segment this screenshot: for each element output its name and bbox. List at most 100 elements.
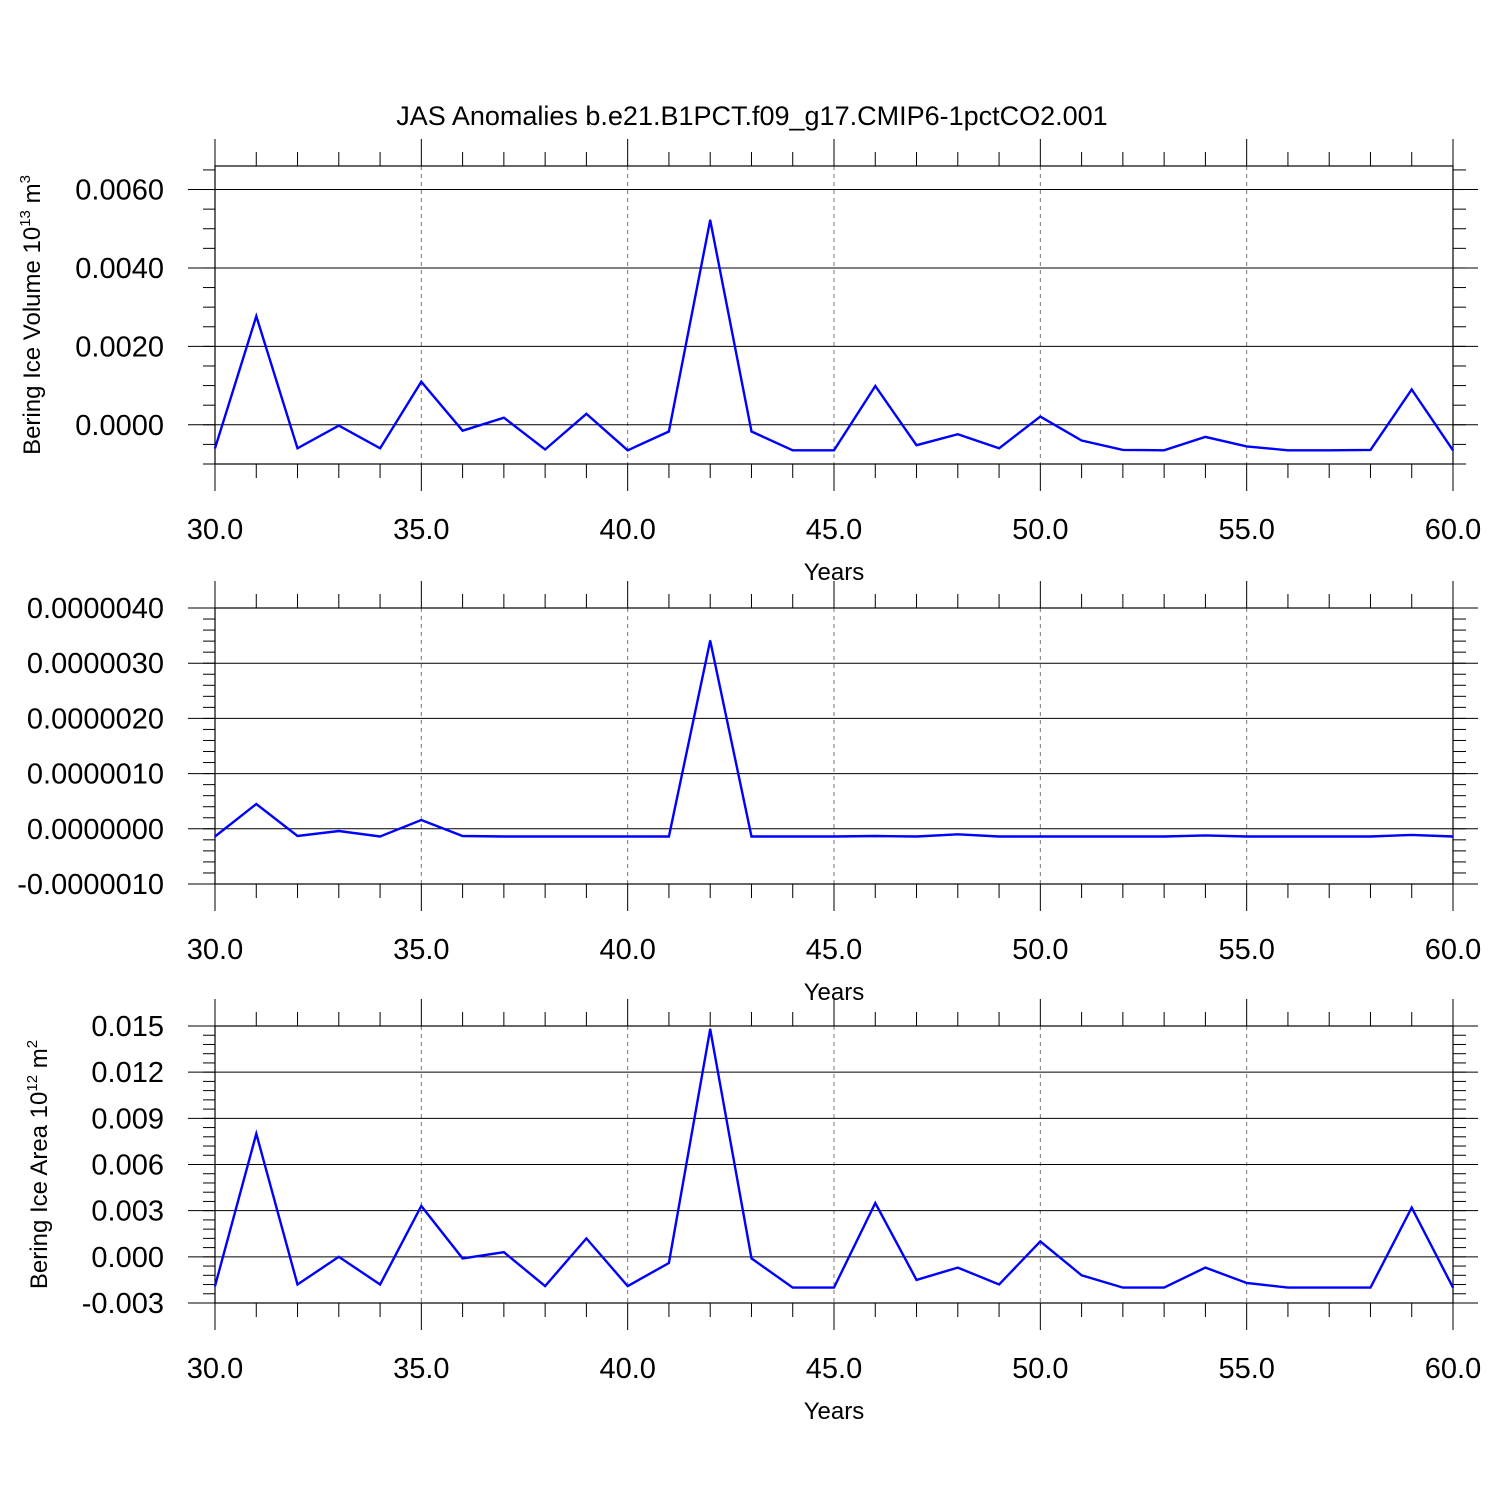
data-point — [1410, 1206, 1413, 1209]
y-axis-label: Bering Ice Volume 1013 m3 — [17, 175, 46, 455]
y-axis-label-unit: m — [26, 1048, 53, 1075]
data-point — [1122, 1286, 1124, 1289]
data-point — [1122, 449, 1124, 451]
data-point — [296, 447, 299, 450]
x-tick-label: 40.0 — [599, 934, 655, 966]
data-point — [461, 835, 464, 837]
data-point — [420, 1205, 423, 1207]
data-point — [1328, 835, 1330, 838]
y-tick-label: 0.012 — [91, 1057, 164, 1089]
y-axis-label: Bering Ice Area 1012 m2 — [24, 1040, 53, 1289]
data-point — [214, 835, 216, 838]
data-point — [585, 835, 588, 838]
panel-2: -0.0000010 0.0000000 0.0000010 0.0000020 0.0… — [17, 581, 1481, 1006]
x-tick-label: 60.0 — [1425, 1353, 1481, 1385]
data-point — [915, 444, 918, 446]
data-point — [420, 380, 423, 383]
y-tick-label: 0.003 — [91, 1196, 164, 1228]
y-axis-label-unit: m — [19, 183, 46, 210]
y-axis-label-main: Bering Ice Area 10 — [26, 1092, 53, 1289]
data-point — [503, 416, 505, 419]
x-tick-label: 50.0 — [1012, 514, 1068, 546]
data-point — [1287, 835, 1289, 838]
data-point — [709, 1028, 711, 1030]
x-tick-label: 45.0 — [806, 934, 862, 966]
data-point — [420, 819, 423, 821]
data-point — [1369, 1286, 1372, 1289]
data-point — [1122, 835, 1124, 838]
panel-1: 0.0000 0.0020 0.0040 0.0060 30.0 35.0 40.0 45.0… — [17, 139, 1481, 586]
data-point — [1163, 1286, 1165, 1289]
data-point — [1163, 835, 1165, 838]
data-point — [915, 1279, 918, 1281]
x-tick-label: 60.0 — [1425, 514, 1481, 546]
data-point — [998, 835, 1000, 838]
data-point — [833, 835, 835, 838]
y-axis-label-exponent: 12 — [24, 1075, 41, 1092]
y-tick-label: 0.0000010 — [27, 759, 164, 791]
x-tick-label: 40.0 — [599, 514, 655, 546]
data-point — [379, 447, 381, 450]
data-point — [709, 219, 711, 221]
data-point — [1452, 1286, 1454, 1289]
data-point — [957, 833, 959, 836]
data-point — [1245, 445, 1248, 448]
y-axis-label-unit-exponent: 3 — [17, 175, 34, 183]
chart-title: JAS Anomalies b.e21.B1PCT.f09_g17.CMIP6-… — [396, 101, 1107, 131]
data-point — [668, 835, 670, 838]
data-point — [1452, 449, 1454, 452]
data-point — [379, 1283, 381, 1286]
y-axis-label-main: Bering Ice Volume 10 — [19, 227, 46, 455]
x-tick-label: 45.0 — [806, 514, 862, 546]
data-point — [1287, 1286, 1289, 1289]
data-point — [626, 1285, 629, 1287]
data-point — [1039, 415, 1042, 418]
x-tick-label: 30.0 — [187, 934, 243, 966]
data-point — [915, 835, 918, 838]
data-point — [750, 835, 753, 838]
x-axis-label: Years — [804, 1398, 865, 1425]
data-point — [668, 1262, 670, 1264]
data-point — [544, 1285, 546, 1287]
y-tick-label: 0.0000 — [75, 410, 164, 442]
y-tick-label: -0.0000010 — [17, 869, 164, 901]
data-point — [1039, 835, 1042, 838]
data-point — [585, 1237, 588, 1240]
data-point — [1204, 834, 1207, 837]
x-tick-label: 35.0 — [393, 514, 449, 546]
x-tick-label: 55.0 — [1218, 514, 1274, 546]
y-tick-label: 0.0000000 — [27, 814, 164, 846]
data-point — [957, 433, 959, 436]
data-point — [1204, 1266, 1207, 1269]
data-point — [296, 1283, 299, 1286]
data-point — [338, 1256, 340, 1258]
data-point — [544, 448, 546, 451]
x-tick-label: 60.0 — [1425, 934, 1481, 966]
data-point — [338, 830, 340, 832]
data-point — [214, 447, 216, 450]
data-point — [791, 1286, 794, 1289]
data-point — [1245, 1282, 1248, 1284]
data-point — [1410, 388, 1413, 391]
data-point — [874, 1202, 877, 1204]
y-tick-label: 0.0040 — [75, 253, 164, 285]
chart-panels: 0.0000 0.0020 0.0040 0.0060 30.0 35.0 40.0 45.0… — [17, 139, 1481, 1425]
data-point — [1328, 1286, 1330, 1289]
data-point — [1369, 449, 1372, 451]
data-point — [461, 1257, 464, 1260]
data-point — [585, 413, 588, 415]
panel-3: -0.003 0.000 0.003 0.006 0.009 0.012 0.015 30.0… — [24, 999, 1481, 1425]
data-point — [1410, 834, 1413, 836]
data-point — [833, 1286, 835, 1289]
data-point — [1080, 1274, 1083, 1277]
x-tick-label: 55.0 — [1218, 1353, 1274, 1385]
data-point — [1080, 439, 1083, 442]
y-axis-label-exponent: 13 — [17, 210, 34, 227]
data-point — [296, 835, 299, 837]
data-point — [874, 835, 877, 837]
data-point — [1452, 835, 1454, 838]
data-point — [998, 1283, 1000, 1286]
data-point — [461, 429, 464, 432]
data-point — [626, 835, 629, 838]
